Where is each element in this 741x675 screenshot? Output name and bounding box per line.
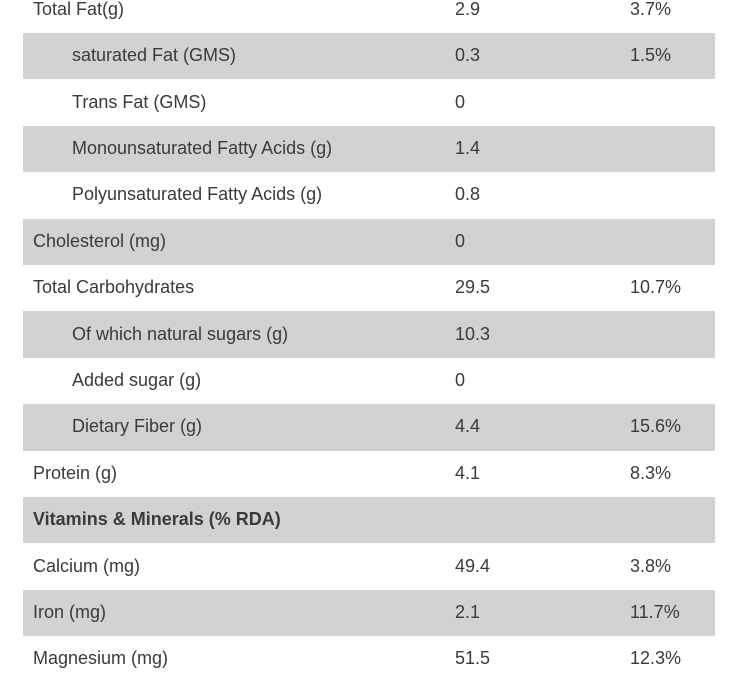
nutrition-row: Total Carbohydrates 29.5 10.7% (23, 265, 715, 311)
rda-percent: 8.3% (630, 462, 672, 483)
nutrient-label: Dietary Fiber (g) (72, 417, 203, 437)
nutrient-label: Total Fat(g) (33, 0, 125, 19)
rda-percent: 1.5% (630, 45, 672, 66)
rda-percent: 11.7% (630, 601, 680, 622)
nutrition-row: saturated Fat (GMS) 0.3 1.5% (23, 33, 715, 80)
nutrient-label: Magnesium (mg) (33, 649, 169, 669)
nutrient-label: Polyunsaturated Fatty Acids (g) (72, 185, 323, 205)
nutrient-label: Monounsaturated Fatty Acids (g) (72, 139, 333, 159)
nutrient-label: Calcium (mg) (33, 556, 141, 576)
amount-value: 4.1 (455, 462, 481, 483)
amount-value: 0 (455, 370, 466, 391)
amount-value: 0 (455, 230, 466, 251)
amount-value: 0 (455, 91, 466, 112)
nutrition-row: Dietary Fiber (g) 4.4 15.6% (23, 404, 715, 451)
amount-value: 49.4 (455, 555, 491, 576)
nutrition-row: Calcium (mg) 49.4 3.8% (23, 543, 715, 589)
nutrition-row: Protein (g) 4.1 8.3% (23, 451, 715, 497)
nutrient-label: Protein (g) (33, 463, 118, 483)
amount-value: 2.1 (455, 601, 481, 622)
nutrient-label: saturated Fat (GMS) (72, 46, 237, 66)
amount-value: 2.9 (455, 0, 481, 19)
amount-value: 4.4 (455, 416, 481, 437)
nutrient-label: Total Carbohydrates (33, 278, 195, 298)
rda-percent: 3.8% (630, 555, 672, 576)
nutrient-label: Vitamins & Minerals (% RDA) (33, 510, 281, 530)
amount-value: 1.4 (455, 138, 481, 159)
amount-value: 29.5 (455, 277, 491, 298)
rda-percent: 15.6% (630, 416, 682, 437)
amount-value: 51.5 (455, 648, 491, 669)
nutrient-label: Trans Fat (GMS) (72, 92, 207, 112)
rda-percent: 3.7% (630, 0, 672, 19)
rda-percent: 10.7% (630, 277, 682, 298)
nutrition-row: Monounsaturated Fatty Acids (g) 1.4 (23, 125, 715, 173)
amount-value: 0.3 (455, 45, 481, 66)
nutrition-row: Iron (mg) 2.1 11.7% (23, 589, 715, 637)
nutrition-row: Cholesterol (mg) 0 (23, 218, 715, 265)
nutrition-row: Of which natural sugars (g) 10.3 (23, 311, 715, 358)
section-header-row: Vitamins & Minerals (% RDA) (23, 496, 715, 544)
nutrient-label: Cholesterol (mg) (33, 231, 167, 251)
nutrient-label: Of which natural sugars (g) (72, 324, 289, 344)
rda-percent: 12.3% (630, 648, 682, 669)
nutrition-row: Magnesium (mg) 51.5 12.3% (23, 636, 715, 675)
amount-value: 0.8 (455, 184, 481, 205)
nutrient-label: Added sugar (g) (72, 371, 202, 391)
nutrition-row: Polyunsaturated Fatty Acids (g) 0.8 (23, 172, 715, 218)
nutrition-row: Total Fat(g) 2.9 3.7% (23, 0, 715, 33)
nutrition-row: Added sugar (g) 0 (23, 358, 715, 404)
nutrition-row: Trans Fat (GMS) 0 (23, 79, 715, 125)
nutrient-label: Iron (mg) (33, 602, 107, 622)
amount-value: 10.3 (455, 323, 491, 344)
